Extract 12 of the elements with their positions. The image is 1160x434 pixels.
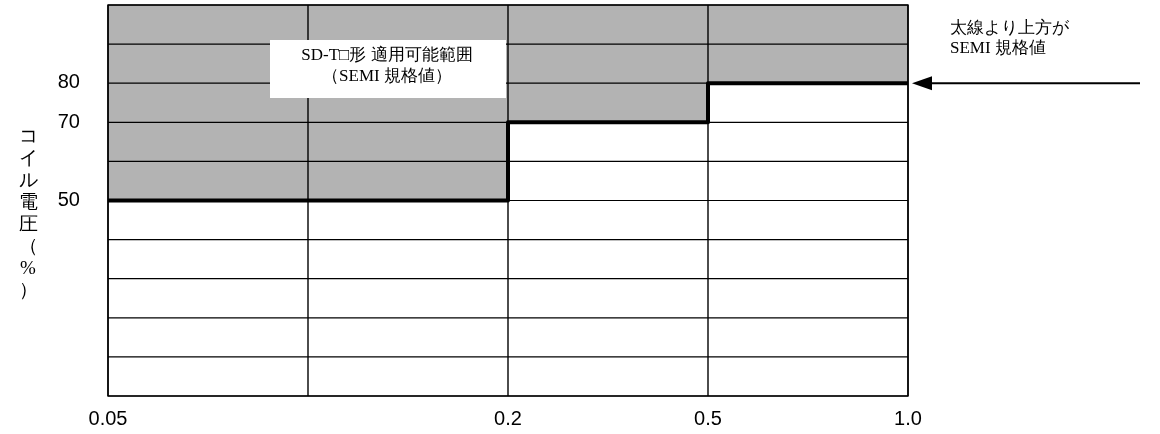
xtick-label: 0.5 (694, 407, 722, 430)
ytick-label: 80 (57, 70, 80, 93)
annotation: SEMI 規格値 (950, 38, 1046, 58)
ylabel: コイル電圧（%） (18, 125, 38, 300)
annotation: （SEMI 規格値） (322, 66, 452, 85)
xtick-label: 0.2 (494, 407, 522, 430)
xtick-label: 1.0 (894, 407, 922, 430)
xtick-label: 0.05 (88, 407, 128, 430)
annotation: 太線より上方が (950, 18, 1069, 38)
ytick-label: 70 (57, 109, 80, 132)
ytick-label: 50 (57, 187, 80, 210)
annotation: SD-T□形 適用可能範囲 (301, 45, 473, 64)
